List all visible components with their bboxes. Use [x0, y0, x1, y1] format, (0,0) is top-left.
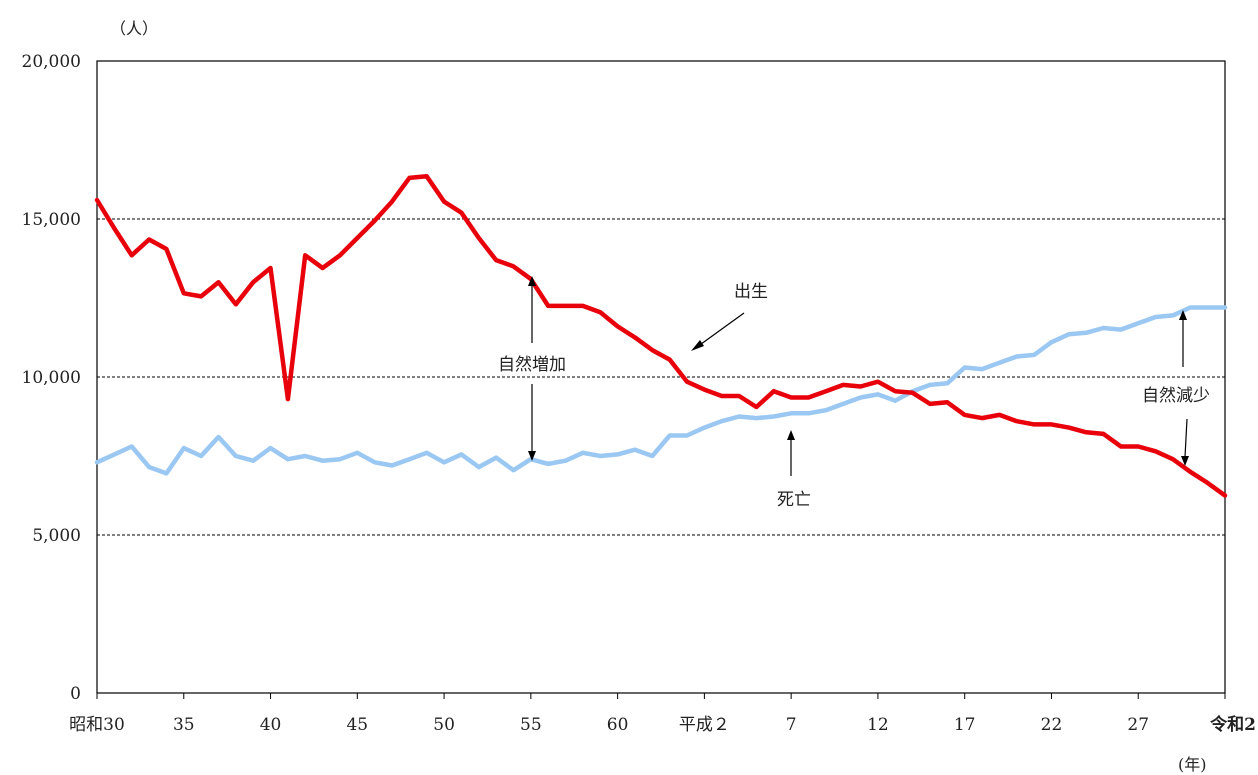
x-tick-label: 35 — [173, 715, 195, 735]
x-axis-unit-label: (年) — [1178, 755, 1207, 774]
annotation-birth-arrowhead — [691, 340, 704, 351]
annotation-death: 死亡 — [777, 430, 811, 510]
annotation-decrease-arrowhead-up — [1179, 310, 1187, 320]
annotation-natural-increase: 自然増加 — [498, 276, 566, 461]
x-tick-label: 45 — [346, 715, 368, 735]
annotation-death-label: 死亡 — [777, 490, 811, 510]
x-tick-label: 22 — [1041, 715, 1063, 735]
x-tick-label: 昭和30 — [69, 715, 125, 735]
annotation-decrease-arrowhead-down — [1181, 456, 1189, 466]
x-tick-label: 27 — [1127, 715, 1149, 735]
x-tick-label: 12 — [867, 715, 889, 735]
x-tick-label: 40 — [260, 715, 282, 735]
annotation-increase-arrowhead-down — [528, 451, 536, 461]
annotation-death-arrowhead — [787, 430, 795, 440]
series-layer — [94, 174, 1228, 498]
annotation-decrease-label: 自然減少 — [1142, 386, 1210, 406]
annotation-natural-decrease: 自然減少 — [1142, 310, 1210, 466]
annotation-increase-arrowhead-up — [528, 276, 536, 286]
annotation-birth-arrow-line — [696, 312, 745, 348]
y-axis-ticks: 0 5,000 10,000 15,000 20,000 — [22, 52, 81, 704]
x-axis-ticks: 昭和30 35 40 45 50 55 60 平成２ 7 12 17 22 27 令和2 — [69, 693, 1256, 735]
y-tick-label: 20,000 — [22, 52, 81, 72]
series-line-death — [94, 305, 1228, 476]
x-tick-label: 7 — [786, 715, 797, 735]
y-tick-label: 5,000 — [32, 526, 81, 546]
annotation-increase-label: 自然増加 — [498, 355, 566, 375]
y-tick-label: 0 — [70, 684, 81, 704]
y-tick-label: 10,000 — [22, 368, 81, 388]
gridlines — [97, 218, 1225, 536]
x-tick-label: 50 — [433, 715, 455, 735]
x-tick-label: 60 — [607, 715, 629, 735]
x-tick-label: 平成２ — [679, 715, 730, 735]
series-line-birth — [94, 174, 1228, 498]
annotation-decrease-arrow-down — [1184, 418, 1188, 458]
x-tick-label: 55 — [520, 715, 542, 735]
x-tick-label: 17 — [954, 715, 976, 735]
y-tick-label: 15,000 — [22, 210, 81, 230]
annotation-birth-label: 出生 — [734, 282, 768, 302]
x-tick-label: 令和2 — [1210, 714, 1256, 735]
y-axis-unit-label: （人） — [110, 19, 158, 38]
plot-area-frame — [96, 60, 1226, 694]
annotation-birth: 出生 — [691, 282, 768, 351]
